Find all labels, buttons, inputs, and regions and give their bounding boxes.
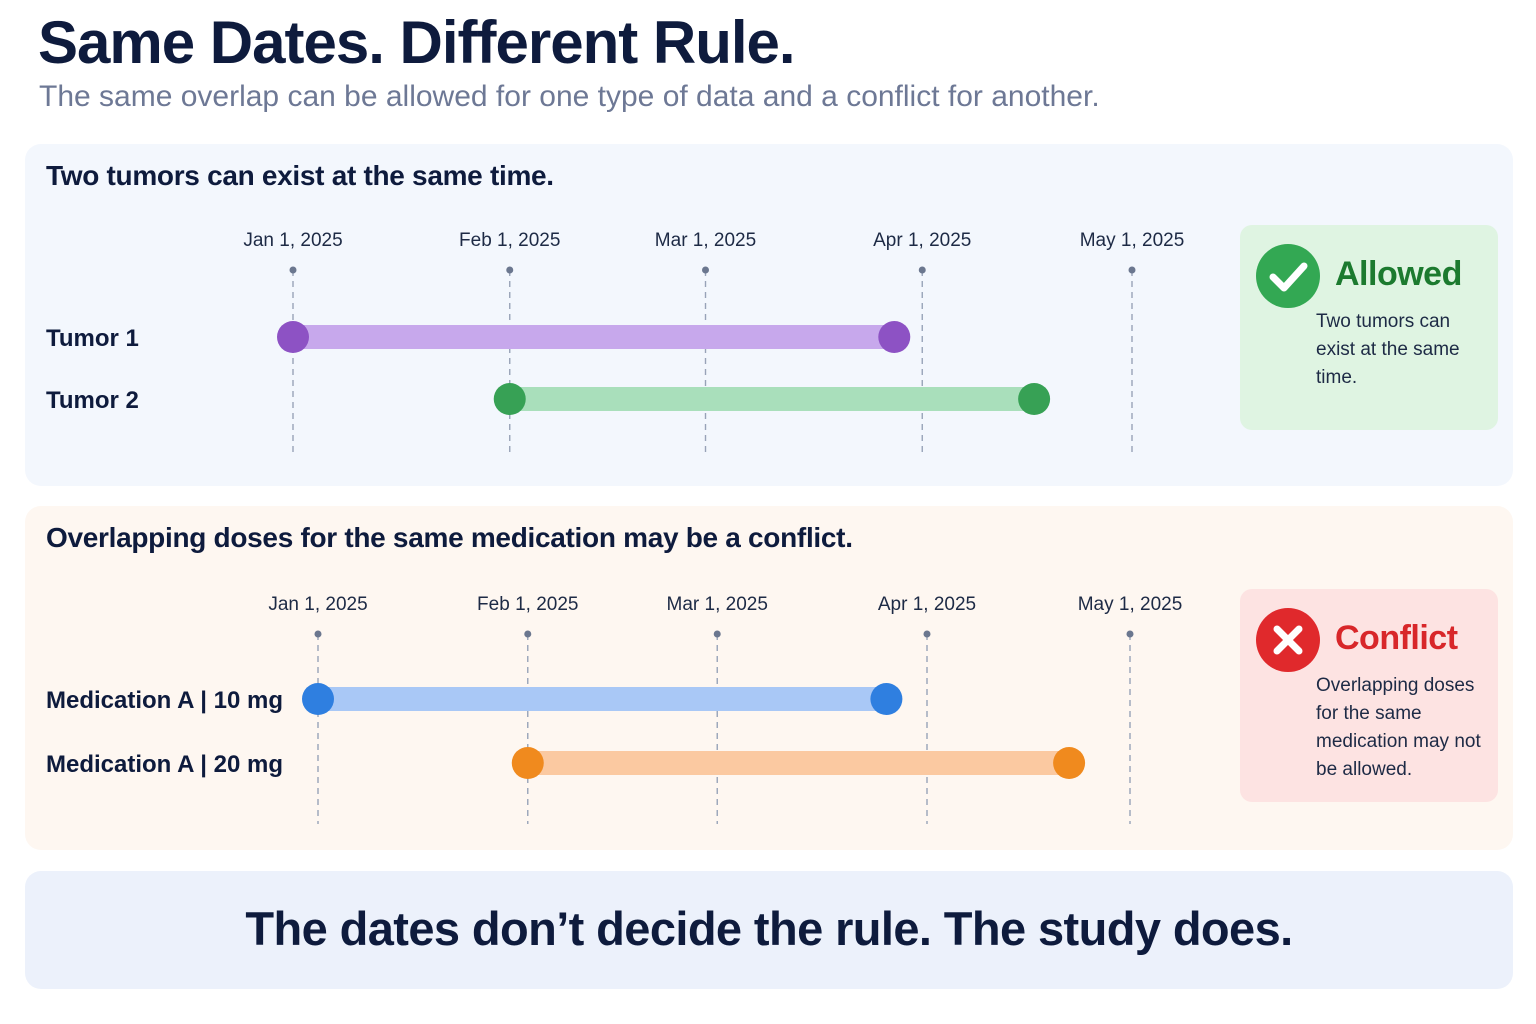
takeaway-banner: The dates don’t decide the rule. The stu… [25,871,1513,989]
tumor-timeline: Jan 1, 2025 Feb 1, 2025 Mar 1, 2025 Apr 1, … [46,230,1185,456]
conflict-verdict-card: Conflict Overlapping doses for the same … [1240,589,1498,802]
tick-dot [713,630,721,638]
verdict-title: Conflict [1335,619,1458,657]
tick-label: Mar 1, 2025 [667,594,768,615]
tick-dot [918,266,926,274]
row-label: Tumor 1 [46,325,139,352]
date-range-bar [318,687,887,711]
date-range-bar [527,751,1070,775]
tick-dot [506,266,514,274]
medication-timeline: Jan 1, 2025 Feb 1, 2025 Mar 1, 2025 Apr 1, … [46,594,1183,824]
date-range-bar [509,387,1035,411]
start-dot [302,683,334,715]
tick-dot [1126,630,1134,638]
start-dot [511,747,544,779]
tick-label: Feb 1, 2025 [459,230,560,251]
verdict-title: Allowed [1335,255,1462,293]
tick-label: Feb 1, 2025 [477,594,578,615]
end-dot [1018,383,1051,415]
check-circle-icon [1256,244,1320,308]
medication-panel-heading: Overlapping doses for the same medicatio… [46,522,853,553]
x-circle-icon [1256,608,1320,672]
tick-label: Jan 1, 2025 [243,230,342,251]
tick-dot [524,630,532,638]
tumor-panel: Two tumors can exist at the same time. J… [25,144,1513,486]
page-title: Same Dates. Different Rule. [38,9,796,76]
tick-label: May 1, 2025 [1078,594,1183,615]
tick-dot [923,630,931,638]
medication-panel: Overlapping doses for the same medicatio… [25,506,1513,850]
tumor-panel-heading: Two tumors can exist at the same time. [46,160,554,191]
end-dot [878,321,911,353]
tick-label: Mar 1, 2025 [655,230,756,251]
tick-dot [1128,266,1136,274]
tick-dot [289,266,297,274]
start-dot [277,321,309,353]
page-subtitle: The same overlap can be allowed for one … [39,80,1100,113]
row-label: Medication A | 10 mg [46,687,283,714]
row-label: Tumor 2 [46,387,139,414]
tick-label: Jan 1, 2025 [268,594,367,615]
verdict-description: Overlapping doses for the same medicatio… [1316,675,1481,780]
takeaway-text: The dates don’t decide the rule. The stu… [245,902,1293,955]
row-label: Medication A | 20 mg [46,751,283,778]
tick-label: Apr 1, 2025 [873,230,971,251]
tick-dot [702,266,710,274]
start-dot [493,383,526,415]
tick-label: Apr 1, 2025 [878,594,976,615]
tick-dot [314,630,322,638]
verdict-description: Two tumors can exist at the same time. [1316,311,1460,388]
allowed-verdict-card: Allowed Two tumors can exist at the same… [1240,225,1498,430]
end-dot [870,683,903,715]
date-range-bar [293,325,895,349]
end-dot [1053,747,1086,779]
tick-label: May 1, 2025 [1080,230,1185,251]
